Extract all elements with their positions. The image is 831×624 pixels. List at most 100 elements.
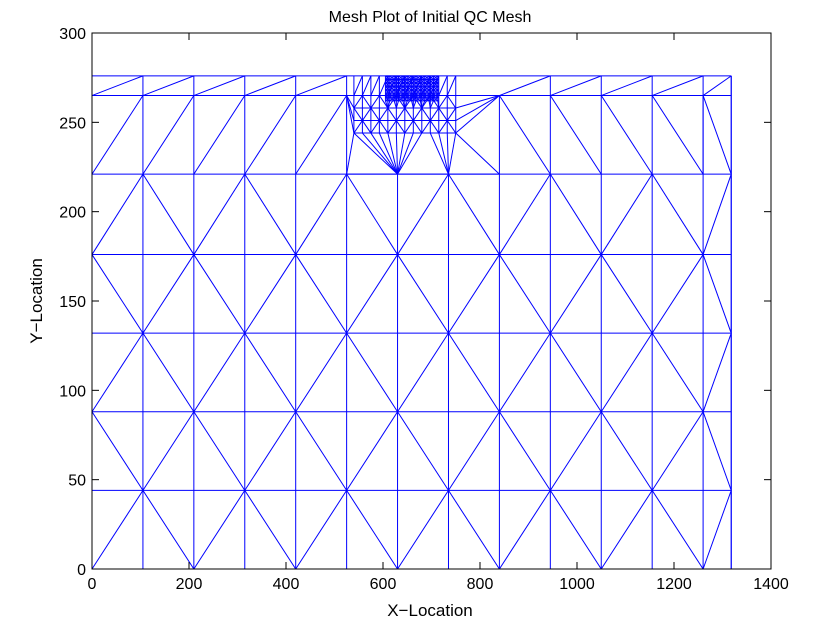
mesh-edge: [385, 89, 391, 95]
mesh-edge: [424, 96, 430, 102]
mesh-edge: [428, 89, 434, 95]
x-tick-label: 200: [176, 576, 203, 593]
mesh-edge: [91, 75, 144, 96]
mesh-edge: [361, 75, 372, 96]
mesh-edge: [393, 82, 399, 87]
mesh-edge: [361, 120, 372, 134]
mesh-edge: [446, 133, 449, 175]
mesh-edge: [378, 132, 399, 175]
mesh-edge: [395, 120, 406, 134]
mesh-edge: [420, 79, 426, 84]
mesh-edge: [378, 95, 389, 109]
mesh-edge: [702, 95, 732, 175]
mesh-edge: [406, 86, 412, 91]
mesh-edge: [429, 107, 440, 121]
mesh-edge: [142, 490, 195, 570]
mesh-edge: [411, 100, 414, 109]
mesh-edge: [438, 120, 448, 134]
mesh-edge: [549, 95, 602, 175]
mesh-edge: [244, 490, 297, 570]
mesh-edge: [393, 93, 399, 98]
mesh-edge: [702, 411, 732, 491]
mesh-edge: [429, 120, 440, 134]
mesh-edge: [193, 332, 246, 413]
mesh-edge: [193, 411, 246, 491]
mesh-edge: [397, 490, 449, 570]
mesh-edge: [448, 490, 500, 570]
mesh-edge: [421, 107, 431, 121]
mesh-edge: [353, 75, 363, 96]
mesh-edge: [398, 93, 404, 98]
mesh-edge: [142, 254, 195, 334]
mesh-edge: [424, 79, 430, 84]
mesh-edge: [295, 332, 348, 413]
mesh-edge: [389, 96, 395, 102]
mesh-edge: [498, 332, 551, 413]
x-tick-label: 600: [370, 576, 397, 593]
mesh-edge: [353, 95, 363, 109]
mesh-edge: [397, 132, 423, 175]
mesh-edge: [393, 96, 399, 102]
mesh-edge: [498, 254, 551, 334]
y-tick-label: 0: [77, 562, 86, 579]
mesh-edge: [389, 89, 395, 95]
mesh-edge: [404, 120, 414, 134]
mesh-edge: [420, 89, 426, 95]
mesh-edge: [420, 82, 426, 87]
mesh-edge: [498, 411, 551, 491]
mesh-edge: [406, 93, 412, 98]
mesh-edge: [415, 75, 421, 80]
mesh-edge: [651, 75, 704, 96]
mesh-edge: [393, 86, 399, 91]
mesh-edge: [702, 490, 732, 570]
mesh-edge: [433, 89, 439, 95]
mesh-edge: [389, 75, 395, 80]
mesh-edge: [398, 96, 404, 102]
mesh-edge: [411, 75, 417, 80]
axis-ticks: 0 200 400 600 800 1000 1200 1400 0 50 100 150 200 250…: [59, 26, 789, 593]
mesh-edge: [702, 75, 732, 96]
mesh-edge: [446, 95, 457, 109]
mesh-edge: [402, 93, 408, 98]
mesh-edge: [393, 79, 399, 84]
mesh-edge: [346, 411, 398, 491]
mesh-edge: [142, 173, 195, 255]
mesh-edge: [446, 120, 457, 134]
mesh-edge: [346, 490, 398, 570]
mesh-edge: [651, 332, 704, 413]
mesh-edge: [420, 75, 426, 80]
mesh-edge: [429, 132, 449, 175]
mesh-edge: [421, 100, 426, 109]
mesh-edge: [295, 75, 347, 96]
mesh-edge: [389, 86, 395, 91]
mesh-edge: [447, 132, 457, 175]
mesh-edge: [370, 95, 380, 109]
mesh-edge: [362, 132, 398, 175]
mesh-edge: [387, 107, 397, 121]
mesh-edge: [498, 173, 551, 255]
mesh-edge: [424, 93, 430, 98]
mesh-edge: [406, 79, 412, 84]
mesh-edge: [600, 332, 653, 413]
mesh-edge: [244, 173, 297, 255]
mesh-edge: [428, 79, 434, 84]
mesh-edge: [193, 254, 246, 334]
mesh-edge: [193, 75, 245, 96]
mesh-edge: [455, 95, 500, 134]
mesh-edge: [601, 75, 653, 96]
x-tick-label: 400: [273, 576, 300, 593]
mesh-edge: [455, 132, 500, 175]
mesh-edge: [600, 490, 653, 570]
mesh-edge: [429, 100, 434, 109]
mesh-edge: [702, 332, 732, 412]
mesh-edge: [424, 86, 430, 91]
mesh-edge: [448, 254, 500, 334]
mesh-edge: [448, 173, 500, 255]
mesh-edge: [370, 132, 398, 175]
mesh-edge: [393, 100, 397, 109]
mesh-edge: [295, 254, 348, 334]
mesh-edge: [411, 86, 417, 91]
mesh-edge: [438, 75, 448, 96]
